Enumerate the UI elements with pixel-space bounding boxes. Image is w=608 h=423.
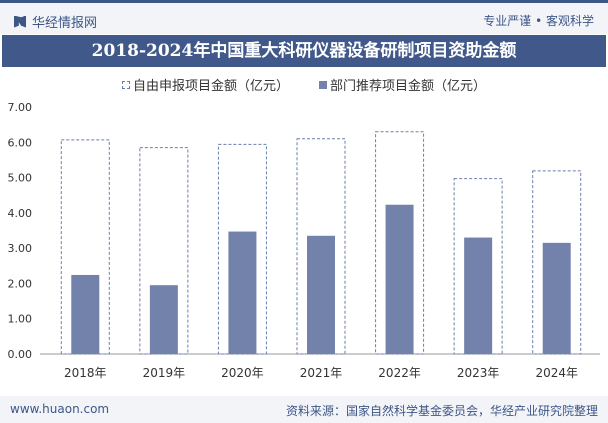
legend-item-dept: 部门推荐项目金额（亿元） bbox=[319, 75, 486, 94]
y-tick-label: 1.00 bbox=[8, 313, 33, 326]
brand-logo: 华经情报网 bbox=[14, 12, 97, 31]
legend-item-free: 自由申报项目金额（亿元） bbox=[121, 75, 289, 94]
x-tick-label: 2021年 bbox=[300, 366, 343, 380]
website-link[interactable]: www.huaon.com bbox=[10, 402, 110, 416]
x-tick-label: 2018年 bbox=[64, 366, 107, 380]
x-tick-label: 2019年 bbox=[143, 366, 186, 380]
brand-name: 华经情报网 bbox=[32, 16, 98, 31]
x-tick-label: 2020年 bbox=[221, 366, 264, 380]
bar-dept-2019年 bbox=[149, 285, 178, 354]
top-border bbox=[0, 0, 608, 3]
x-tick-label: 2022年 bbox=[378, 366, 421, 380]
bar-dept-2021年 bbox=[307, 235, 335, 354]
bar-free-2019年 bbox=[139, 147, 189, 355]
header: 华经情报网 专业严谨 • 客观科学 bbox=[0, 3, 608, 34]
legend: 自由申报项目金额（亿元） 部门推荐项目金额（亿元） bbox=[0, 75, 608, 94]
x-tick-label: 2023年 bbox=[457, 366, 500, 380]
bar-dept-2020年 bbox=[228, 231, 257, 354]
legend-label: 自由申报项目金额（亿元） bbox=[132, 79, 289, 94]
legend-swatch-dashed bbox=[121, 80, 130, 89]
x-tick-label: 2024年 bbox=[535, 366, 578, 380]
y-tick-label: 7.00 bbox=[8, 101, 33, 114]
y-tick-label: 4.00 bbox=[8, 207, 33, 220]
y-tick-label: 6.00 bbox=[8, 136, 33, 149]
footer: www.huaon.com 资料来源：国家自然科学基金委员会，华经产业研究院整理 bbox=[0, 396, 608, 423]
bar-dept-2024年 bbox=[542, 242, 571, 354]
slogan: 专业严谨 • 客观科学 bbox=[483, 14, 594, 28]
y-tick-label: 5.00 bbox=[8, 172, 33, 185]
legend-label: 部门推荐项目金额（亿元） bbox=[330, 79, 487, 94]
y-tick-label: 2.00 bbox=[8, 277, 33, 290]
bar-dept-2018年 bbox=[71, 274, 100, 354]
bar-dept-2023年 bbox=[464, 237, 493, 354]
logo-icon bbox=[14, 15, 26, 28]
chart-title: 2018-2024年中国重大科研仪器设备研制项目资助金额 bbox=[2, 35, 606, 67]
y-tick-label: 0.00 bbox=[8, 348, 33, 361]
source-note: 资料来源：国家自然科学基金委员会，华经产业研究院整理 bbox=[285, 404, 598, 418]
bar-dept-2022年 bbox=[385, 204, 414, 354]
y-tick-label: 3.00 bbox=[8, 242, 33, 255]
legend-swatch-solid bbox=[319, 80, 327, 89]
